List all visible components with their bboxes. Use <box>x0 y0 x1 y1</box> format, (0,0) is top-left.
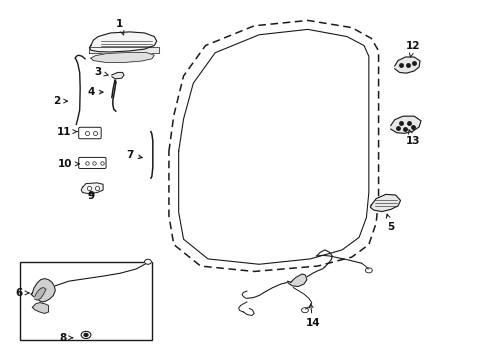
Polygon shape <box>390 116 420 134</box>
FancyBboxPatch shape <box>79 127 101 139</box>
Text: 5: 5 <box>386 214 394 231</box>
Text: 7: 7 <box>126 150 142 160</box>
Circle shape <box>144 259 151 264</box>
Polygon shape <box>287 274 306 287</box>
Text: 13: 13 <box>405 130 419 145</box>
Polygon shape <box>31 279 55 302</box>
Text: 2: 2 <box>53 96 67 106</box>
Polygon shape <box>89 47 159 53</box>
Text: 1: 1 <box>115 19 123 35</box>
Text: 4: 4 <box>87 87 103 97</box>
Bar <box>20 262 152 339</box>
Text: 9: 9 <box>87 191 94 201</box>
Circle shape <box>81 331 91 338</box>
Text: 11: 11 <box>57 127 77 136</box>
Polygon shape <box>112 72 124 79</box>
Text: 3: 3 <box>94 67 108 77</box>
Text: 10: 10 <box>58 159 79 169</box>
Polygon shape <box>32 303 48 314</box>
Polygon shape <box>35 288 46 300</box>
Circle shape <box>84 333 88 336</box>
FancyBboxPatch shape <box>79 157 106 168</box>
Text: 8: 8 <box>60 333 73 343</box>
Polygon shape <box>369 194 400 212</box>
Text: 6: 6 <box>16 288 29 298</box>
Text: 14: 14 <box>305 304 320 328</box>
Text: 12: 12 <box>405 41 419 57</box>
Polygon shape <box>91 52 154 62</box>
Polygon shape <box>89 32 157 52</box>
Polygon shape <box>81 183 103 194</box>
Polygon shape <box>394 57 419 73</box>
